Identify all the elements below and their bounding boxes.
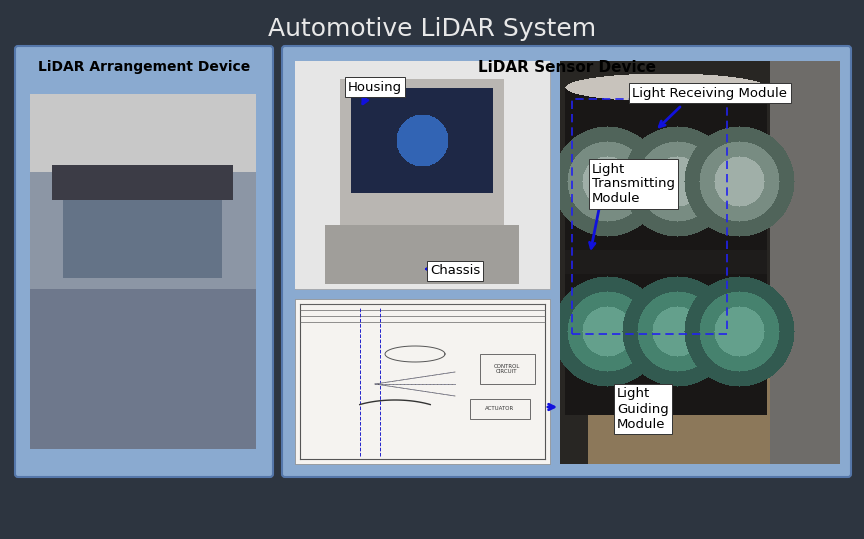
- Text: Chassis: Chassis: [430, 265, 480, 278]
- Text: Automotive LiDAR System: Automotive LiDAR System: [268, 17, 596, 41]
- Text: LiDAR Arrangement Device: LiDAR Arrangement Device: [38, 60, 250, 74]
- Bar: [295, 299, 550, 464]
- Text: LiDAR Sensor Device: LiDAR Sensor Device: [478, 59, 656, 74]
- Text: ACTUATOR: ACTUATOR: [486, 406, 515, 411]
- Bar: [480, 354, 535, 384]
- Text: Light
Transmitting
Module: Light Transmitting Module: [592, 162, 675, 205]
- Text: Light
Guiding
Module: Light Guiding Module: [617, 388, 669, 431]
- Text: Housing: Housing: [348, 80, 402, 93]
- Bar: [295, 61, 550, 289]
- FancyBboxPatch shape: [15, 46, 273, 477]
- Text: CONTROL
CIRCUIT: CONTROL CIRCUIT: [494, 364, 520, 375]
- Text: Light Receiving Module: Light Receiving Module: [632, 86, 787, 100]
- Bar: [470, 399, 530, 419]
- FancyBboxPatch shape: [282, 46, 851, 477]
